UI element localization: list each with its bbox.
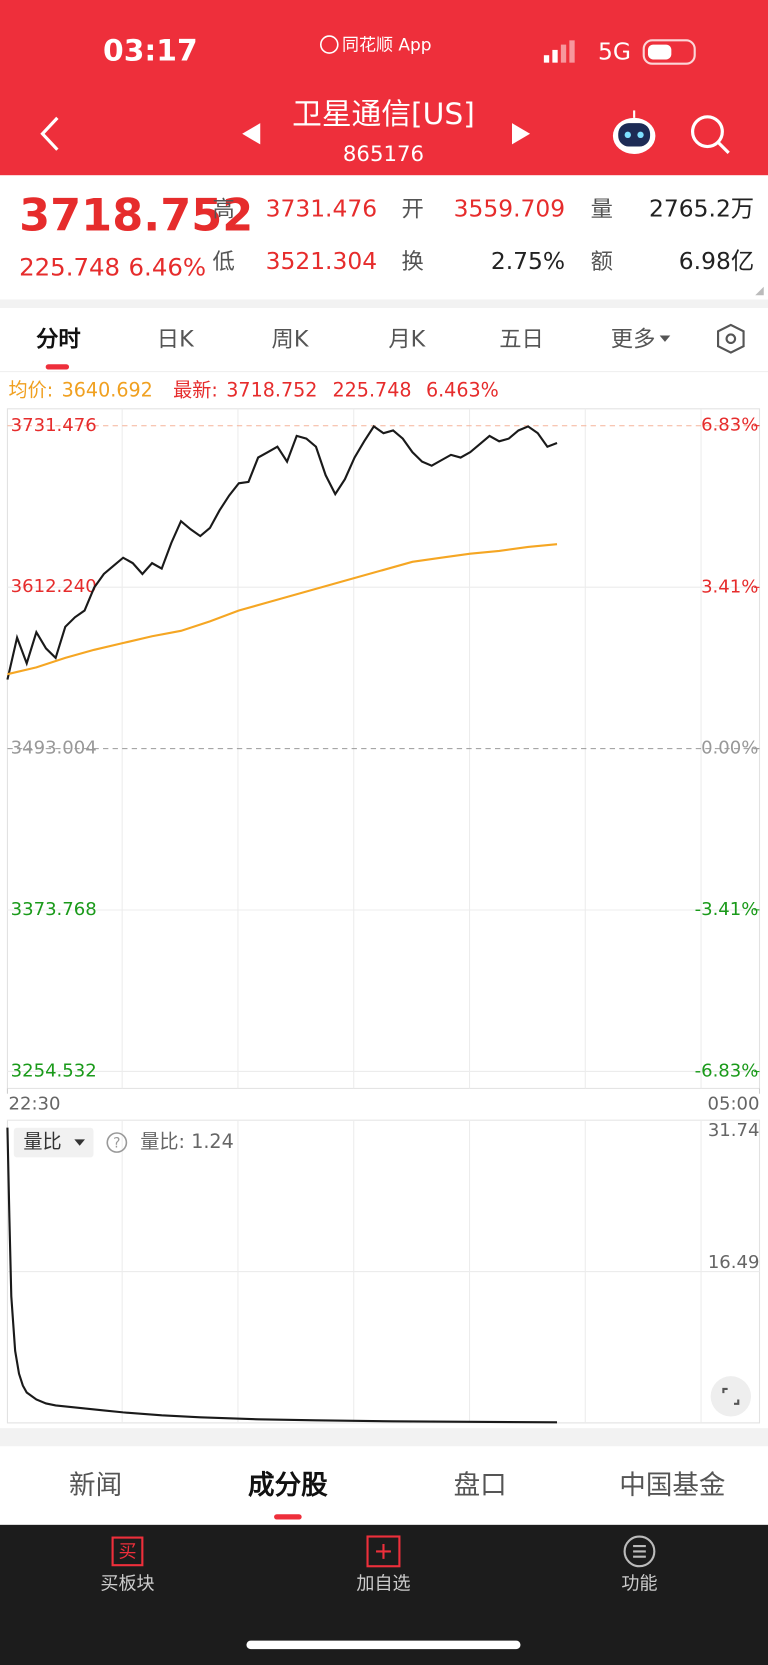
price: 3718.752 <box>19 190 253 242</box>
avg-line <box>7 543 558 676</box>
help-icon[interactable] <box>106 1132 128 1153</box>
corner-mark <box>755 286 764 296</box>
period-tab[interactable]: 日K <box>157 326 195 352</box>
stat-label: 高 <box>212 197 234 223</box>
toolbar-label[interactable]: 买板块 <box>100 1573 154 1594</box>
latest-pct: 6.463% <box>426 378 499 401</box>
assistant-button[interactable] <box>612 110 656 154</box>
buy-icon[interactable] <box>111 1536 144 1567</box>
change-pct: 6.46% <box>129 253 207 282</box>
menu-icon-lines <box>633 1545 646 1558</box>
fullscreen-button[interactable] <box>710 1376 752 1417</box>
stat-label: 额 <box>591 249 613 275</box>
volume-ratio-line <box>6 1127 558 1424</box>
price-line <box>6 424 558 680</box>
y-tick-label: 3612.240 <box>11 576 97 597</box>
y-tick-label: 3493.004 <box>11 738 97 759</box>
selector-bg[interactable] <box>13 1127 94 1158</box>
signal-icon <box>543 40 575 63</box>
stat-value: 3521.304 <box>266 247 377 275</box>
tab-indicator <box>45 364 70 370</box>
separator <box>0 299 768 308</box>
next-button[interactable] <box>512 123 531 145</box>
toolbar-label[interactable]: 功能 <box>621 1573 657 1594</box>
buy-icon-text: 买 <box>118 1541 136 1562</box>
volume-selector[interactable]: 量比 <box>23 1130 61 1153</box>
fullscreen-icon <box>722 1387 740 1405</box>
back-button[interactable] <box>40 116 59 151</box>
change: 225.748 <box>19 253 120 282</box>
y-tick-label: 3373.768 <box>11 899 97 920</box>
app-icon <box>320 35 339 54</box>
more-caret <box>659 335 671 342</box>
y2-tick-label: -6.83% <box>695 1061 759 1082</box>
toolbar-label[interactable]: 加自选 <box>356 1573 410 1594</box>
stat-label: 换 <box>402 249 424 275</box>
settings-dot <box>725 333 737 345</box>
volume-label: 量比: <box>140 1130 185 1153</box>
y-tick-label: 3254.532 <box>11 1060 97 1081</box>
period-tab[interactable]: 周K <box>272 326 310 352</box>
bottom-tab[interactable]: 新闻 <box>69 1470 122 1501</box>
period-tab[interactable]: 分时 <box>36 326 81 352</box>
stat-label: 低 <box>212 249 234 275</box>
stock-code: 865176 <box>343 142 424 167</box>
y2-tick-label: 3.41% <box>701 576 758 597</box>
latest-label: 最新: <box>173 378 218 401</box>
volume-value: 1.24 <box>191 1130 234 1153</box>
settings-button[interactable] <box>717 323 745 354</box>
battery-level <box>647 44 672 60</box>
separator <box>0 1428 768 1447</box>
bottom-tab[interactable]: 成分股 <box>248 1470 328 1501</box>
x-tick-label: 05:00 <box>707 1093 759 1114</box>
status-network: 5G <box>598 38 631 66</box>
tab-indicator <box>274 1514 302 1520</box>
period-tab[interactable]: 月K <box>388 326 426 352</box>
prev-button[interactable] <box>242 123 261 145</box>
bottom-tab[interactable]: 盘口 <box>454 1470 507 1501</box>
status-app: 同花顺 App <box>342 36 432 56</box>
stock-title: 卫星通信[US] <box>292 97 475 132</box>
y-tick-label: 3731.476 <box>11 415 97 436</box>
latest-value: 3718.752 <box>226 378 317 401</box>
home-indicator <box>246 1640 521 1650</box>
y-tick-label: 31.74 <box>708 1120 760 1141</box>
help-mark: ? <box>113 1136 120 1152</box>
period-tab[interactable]: 五日 <box>499 326 544 352</box>
add-icon-plus <box>376 1543 391 1559</box>
search-button[interactable] <box>690 115 730 155</box>
x-tick-label: 22:30 <box>8 1093 60 1114</box>
period-tab[interactable]: 更多 <box>611 326 656 352</box>
stat-label: 量 <box>591 197 613 223</box>
stat-value: 2765.2万 <box>649 195 754 223</box>
add-icon[interactable] <box>366 1535 401 1568</box>
stat-value: 6.98亿 <box>679 247 754 275</box>
y2-tick-label: -3.41% <box>695 899 759 920</box>
battery-icon <box>642 39 696 65</box>
y-tick-label: 16.49 <box>708 1252 760 1273</box>
stat-label: 开 <box>402 197 424 223</box>
stat-value: 2.75% <box>491 247 565 275</box>
stat-value: 3731.476 <box>266 195 377 223</box>
status-time: 03:17 <box>103 34 198 69</box>
stat-value: 3559.709 <box>454 195 565 223</box>
menu-icon[interactable] <box>623 1535 656 1568</box>
selector-caret <box>74 1139 85 1146</box>
latest-change: 225.748 <box>332 378 411 401</box>
y2-tick-label: 6.83% <box>701 415 758 436</box>
y2-tick-label: 0.00% <box>701 738 758 759</box>
avg-value: 3640.692 <box>62 378 153 401</box>
avg-label: 均价: <box>8 378 53 401</box>
bottom-tab[interactable]: 中国基金 <box>619 1470 725 1501</box>
